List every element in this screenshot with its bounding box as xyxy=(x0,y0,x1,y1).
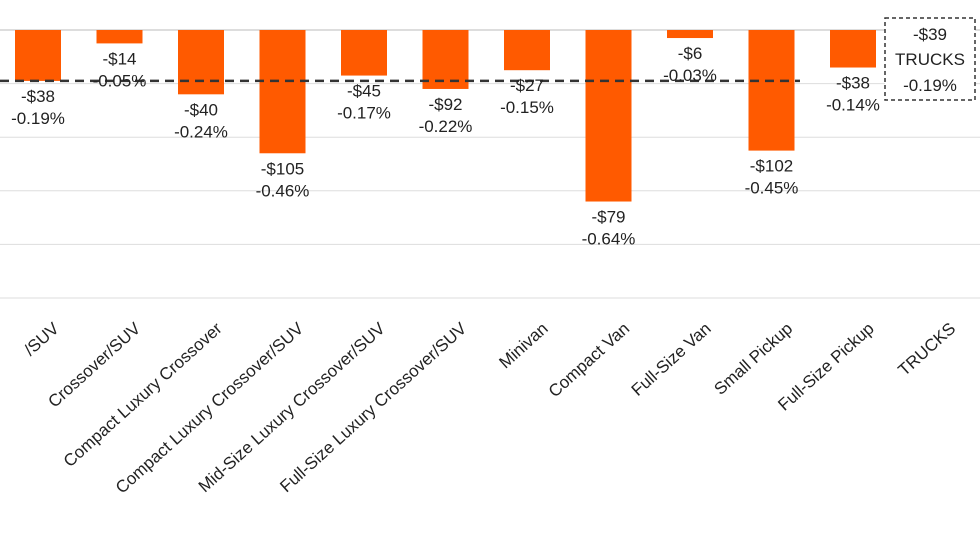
data-label-dollar: -$6 xyxy=(678,44,703,63)
summary-box-border xyxy=(884,17,976,101)
bar xyxy=(830,30,876,68)
data-label-percent: -0.64% xyxy=(582,230,636,249)
data-label-percent: -0.05% xyxy=(93,71,147,90)
data-label-dollar: -$45 xyxy=(347,82,381,101)
data-label-percent: -0.22% xyxy=(419,117,473,136)
data-label-dollar: -$105 xyxy=(261,159,304,178)
data-label-percent: -0.14% xyxy=(826,96,880,115)
gridlines xyxy=(0,29,980,299)
category-label: /SUV xyxy=(20,318,63,359)
category-label: Small Pickup xyxy=(710,319,796,399)
category-label: Minivan xyxy=(495,319,551,372)
data-label-percent: -0.15% xyxy=(500,98,554,117)
bar xyxy=(178,30,224,95)
data-label-percent: -0.17% xyxy=(337,104,391,123)
category-label: Compact Van xyxy=(545,319,633,401)
bar xyxy=(96,30,143,44)
data-label-dollar: -$102 xyxy=(750,157,793,176)
category-label: TRUCKS xyxy=(895,319,960,380)
summary-name: TRUCKS xyxy=(895,50,965,69)
data-label-dollar: -$14 xyxy=(102,49,136,68)
bars xyxy=(15,30,876,202)
bar xyxy=(585,30,632,202)
category-label: Compact Luxury Crossover xyxy=(60,319,226,471)
category-label: Full-Size Van xyxy=(628,319,715,400)
bar xyxy=(259,30,306,154)
trucks-summary-box: -$39 TRUCKS -0.19% xyxy=(884,17,976,101)
data-labels: -$38 -0.19% -$14 -0.05% -$40 -0.24% -$105 -0.46… xyxy=(11,44,880,248)
bar xyxy=(422,30,469,89)
data-label-dollar: -$38 xyxy=(836,74,870,93)
data-label-dollar: -$79 xyxy=(591,208,625,227)
bar xyxy=(667,30,713,39)
bar xyxy=(15,30,61,81)
data-label-percent: -0.03% xyxy=(663,66,717,85)
data-label-percent: -0.45% xyxy=(745,179,799,198)
data-label-dollar: -$92 xyxy=(428,95,462,114)
data-label-dollar: -$38 xyxy=(21,87,55,106)
data-label-percent: -0.46% xyxy=(256,181,310,200)
data-label-percent: -0.24% xyxy=(174,122,228,141)
summary-dollar: -$39 xyxy=(913,25,947,44)
data-label-percent: -0.19% xyxy=(11,109,65,128)
data-label-dollar: -$40 xyxy=(184,100,218,119)
bar xyxy=(341,30,387,76)
data-label-dollar: -$27 xyxy=(510,76,544,95)
summary-pct: -0.19% xyxy=(903,76,957,95)
bar xyxy=(748,30,795,151)
bar xyxy=(504,30,550,71)
